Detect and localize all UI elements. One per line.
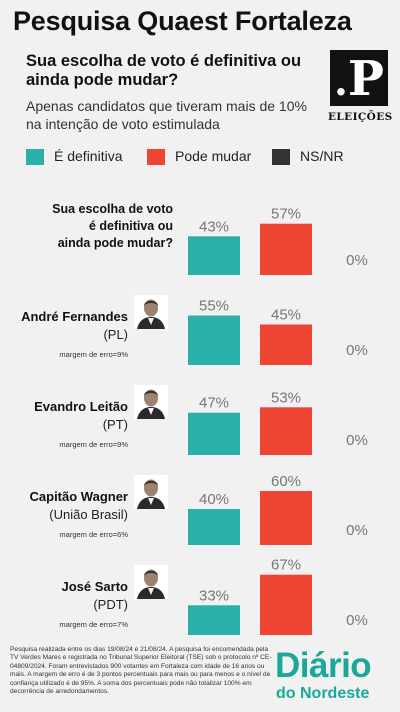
group-evandro-leitao-margin: margem de erro=9% [59, 440, 128, 449]
group-evandro-leitao-value-pode-mudar: 53% [271, 389, 301, 406]
group-evandro-leitao-bar-definitiva [188, 412, 240, 455]
chart-note: Apenas candidatos que tiveram mais de 10… [26, 98, 307, 132]
group-capitao-wagner-photo-shirt [148, 498, 154, 505]
bar-chart: 43% 57% 0% Sua escolha de voto é definitiva … [21, 202, 368, 635]
group-capitao-wagner-photo-face [144, 479, 158, 497]
group-evandro-leitao-photo [134, 385, 168, 419]
group-andre-fernandes-margin: margem de erro=9% [59, 350, 128, 359]
group-overall-bar-pode-mudar [260, 223, 312, 275]
group-overall-value-nsnr: 0% [346, 252, 368, 269]
group-jose-sarto-bar-definitiva [188, 605, 240, 635]
group-andre-fernandes-bar-definitiva [188, 315, 240, 365]
group-jose-sarto-bar-pode-mudar [260, 574, 312, 635]
group-evandro-leitao-value-nsnr: 0% [346, 432, 368, 449]
group-jose-sarto-photo [134, 565, 168, 599]
group-andre-fernandes-photo-shirt [148, 318, 154, 325]
group-capitao-wagner-bar-pode-mudar [260, 491, 312, 545]
legend: É definitiva Pode mudar NS/NR [26, 147, 396, 167]
group-jose-sarto-margin: margem de erro=7% [59, 620, 128, 629]
group-andre-fernandes-value-nsnr: 0% [346, 342, 368, 359]
group-andre-fernandes-photo-hair [144, 300, 158, 306]
group-overall-label-line-2: é definitiva ou [89, 219, 173, 233]
group-andre-fernandes-photo-face [144, 299, 158, 317]
group-jose-sarto-name: José Sarto [62, 579, 129, 594]
group-evandro-leitao: 47% 53% 0% Evandro Leitão (PT) margem de erro… [34, 385, 368, 455]
group-jose-sarto-value-definitiva: 33% [199, 587, 229, 604]
group-overall-label-line-1: Sua escolha de voto [52, 202, 173, 216]
group-jose-sarto-photo-shirt [148, 588, 154, 595]
legend-label-definitiva: É definitiva [54, 148, 123, 164]
logo-label: ELEIÇÕES [328, 111, 393, 123]
group-andre-fernandes-value-definitiva: 55% [199, 298, 229, 315]
group-overall-value-definitiva: 43% [199, 218, 229, 235]
group-andre-fernandes-name: André Fernandes [21, 309, 128, 324]
legend-swatch-nsnr [272, 149, 290, 165]
group-capitao-wagner-bar-definitiva [188, 509, 240, 545]
group-overall-value-pode-mudar: 57% [271, 206, 301, 223]
group-andre-fernandes-bar-pode-mudar [260, 324, 312, 365]
group-capitao-wagner-party: (União Brasil) [49, 507, 128, 522]
group-andre-fernandes-party: (PL) [103, 327, 128, 342]
group-jose-sarto: 33% 67% 0% José Sarto (PDT) margem de erro=7% [59, 557, 368, 635]
methodology-note: Pesquisa realizada entre os dias 19/08/2… [10, 646, 272, 696]
brand-line-2: do Nordeste [276, 685, 370, 702]
group-evandro-leitao-photo-face [144, 389, 158, 407]
group-capitao-wagner-value-nsnr: 0% [346, 522, 368, 539]
group-overall-label-line-3: ainda pode mudar? [58, 236, 173, 250]
group-evandro-leitao-party: (PT) [103, 417, 128, 432]
group-capitao-wagner-photo-hair [144, 480, 158, 486]
group-overall: 43% 57% 0% Sua escolha de voto é definitiva … [52, 202, 368, 275]
logo-mark: .P [330, 50, 388, 107]
group-evandro-leitao-photo-shirt [148, 408, 154, 415]
group-andre-fernandes-photo [134, 295, 168, 329]
legend-swatch-pode-mudar [147, 149, 165, 165]
legend-swatch-definitiva [26, 149, 44, 165]
logo-letter: P [347, 51, 385, 107]
chart-question: Sua escolha de voto é definitiva ou aind… [26, 52, 302, 89]
legend-label-nsnr: NS/NR [300, 148, 344, 164]
group-capitao-wagner-name: Capitão Wagner [30, 489, 128, 504]
group-evandro-leitao-bar-pode-mudar [260, 407, 312, 455]
group-evandro-leitao-value-definitiva: 47% [199, 395, 229, 412]
group-andre-fernandes-value-pode-mudar: 45% [271, 307, 301, 324]
page-title: Pesquisa Quaest Fortaleza [13, 6, 352, 36]
group-capitao-wagner-value-pode-mudar: 60% [271, 473, 301, 490]
group-capitao-wagner: 40% 60% 0% Capitão Wagner (União Brasil) marg… [30, 473, 368, 545]
diario-do-nordeste-logo: Diário do Nordeste [275, 646, 395, 705]
group-evandro-leitao-name: Evandro Leitão [34, 399, 128, 414]
group-capitao-wagner-photo [134, 475, 168, 509]
group-jose-sarto-party: (PDT) [93, 597, 128, 612]
group-jose-sarto-photo-hair [144, 570, 158, 576]
group-evandro-leitao-photo-hair [144, 390, 158, 396]
group-overall-bar-definitiva [188, 236, 240, 275]
brand-line-1: Diário [275, 646, 372, 685]
legend-label-pode-mudar: Pode mudar [175, 148, 252, 164]
group-jose-sarto-value-nsnr: 0% [346, 612, 368, 629]
group-jose-sarto-photo-face [144, 569, 158, 587]
group-capitao-wagner-value-definitiva: 40% [199, 491, 229, 508]
group-capitao-wagner-margin: margem de erro=6% [59, 530, 128, 539]
group-jose-sarto-value-pode-mudar: 67% [271, 557, 301, 574]
group-andre-fernandes: 55% 45% 0% André Fernandes (PL) margem de err… [21, 295, 368, 365]
eleicoes-logo: .P ELEIÇÕES [328, 50, 393, 125]
